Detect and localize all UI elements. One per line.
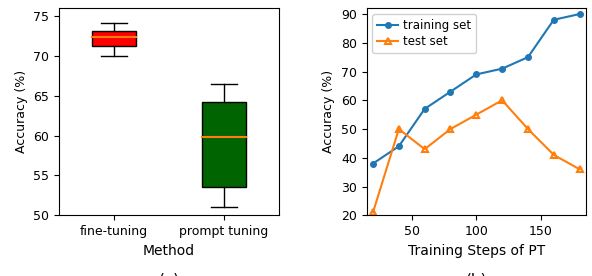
Legend: training set, test set: training set, test set bbox=[372, 14, 476, 53]
X-axis label: Training Steps of PT: Training Steps of PT bbox=[408, 243, 545, 258]
Y-axis label: Accuracy (%): Accuracy (%) bbox=[322, 70, 335, 153]
test set bbox=[550, 153, 557, 156]
X-axis label: Method: Method bbox=[143, 243, 195, 258]
test set bbox=[498, 99, 506, 102]
test set bbox=[369, 211, 377, 214]
test set bbox=[421, 147, 428, 151]
Y-axis label: Accuracy (%): Accuracy (%) bbox=[15, 70, 28, 153]
Bar bbox=[92, 31, 136, 46]
test set bbox=[395, 128, 403, 131]
Line: test set: test set bbox=[369, 97, 583, 216]
training set bbox=[395, 145, 403, 148]
training set bbox=[473, 73, 480, 76]
Text: (a): (a) bbox=[159, 273, 179, 276]
test set bbox=[473, 113, 480, 116]
training set bbox=[525, 55, 532, 59]
test set bbox=[447, 128, 454, 131]
training set bbox=[369, 162, 377, 165]
training set bbox=[421, 107, 428, 111]
Line: training set: training set bbox=[370, 11, 583, 166]
training set bbox=[447, 90, 454, 93]
training set bbox=[498, 67, 506, 70]
test set bbox=[576, 168, 583, 171]
Text: (b): (b) bbox=[465, 273, 487, 276]
training set bbox=[550, 18, 557, 22]
training set bbox=[576, 12, 583, 16]
Bar bbox=[202, 102, 246, 187]
test set bbox=[525, 128, 532, 131]
